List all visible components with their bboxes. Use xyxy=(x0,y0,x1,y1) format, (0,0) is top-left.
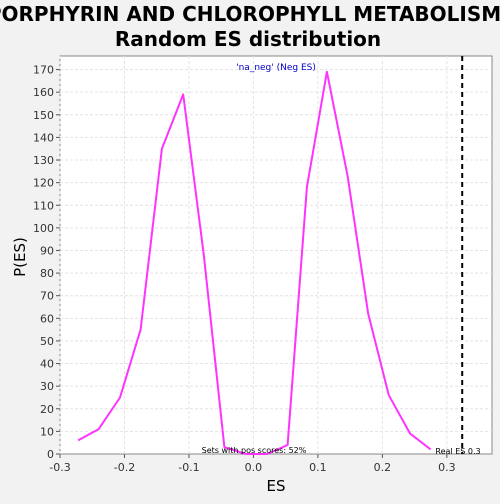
y-tick-label: 150 xyxy=(33,109,54,122)
x-axis-title: ES xyxy=(267,477,286,495)
axes: 0 10 20 30 40 50 60 70 80 90 100 110 120 130 140 150 160… xyxy=(33,64,456,474)
x-tick-label: 0.0 xyxy=(245,461,263,474)
y-tick-label: 10 xyxy=(40,425,54,438)
y-tick-label: 170 xyxy=(33,64,54,77)
y-tick-label: 110 xyxy=(33,199,54,212)
x-tick-label: 0.3 xyxy=(438,461,456,474)
chart-title-line-1: PORPHYRIN AND CHLOROPHYLL METABOLISM: xyxy=(0,2,500,26)
x-tick-label: 0.1 xyxy=(309,461,327,474)
y-tick-label: 70 xyxy=(40,290,54,303)
y-tick-label: 100 xyxy=(33,222,54,235)
chart-title-line-2: Random ES distribution xyxy=(115,27,381,51)
es-distribution-line xyxy=(77,70,432,455)
series-layer xyxy=(77,56,464,455)
y-tick-label: 140 xyxy=(33,131,54,144)
plot-area xyxy=(59,55,493,455)
grid-lines xyxy=(59,56,492,454)
legend-label: 'na_neg' (Neg ES) xyxy=(236,63,316,73)
y-tick-label: 0 xyxy=(47,448,54,461)
y-tick-label: 80 xyxy=(40,267,54,280)
y-tick-label: 60 xyxy=(40,312,54,325)
real-es-label: Real ES 0.3 xyxy=(435,447,480,456)
y-axis-title: P(ES) xyxy=(11,237,29,277)
x-tick-label: -0.2 xyxy=(114,461,135,474)
y-tick-label: 20 xyxy=(40,403,54,416)
y-tick-label: 130 xyxy=(33,154,54,167)
x-tick-label: 0.2 xyxy=(374,461,392,474)
y-tick-label: 30 xyxy=(40,380,54,393)
y-tick-label: 50 xyxy=(40,335,54,348)
y-tick-label: 40 xyxy=(40,358,54,371)
x-tick-label: -0.1 xyxy=(178,461,199,474)
pos-score-annotation: Sets with pos scores: 52% xyxy=(202,446,307,455)
y-tick-label: 90 xyxy=(40,244,54,257)
y-tick-label: 160 xyxy=(33,86,54,99)
x-tick-label: -0.3 xyxy=(49,461,70,474)
y-tick-label: 120 xyxy=(33,177,54,190)
